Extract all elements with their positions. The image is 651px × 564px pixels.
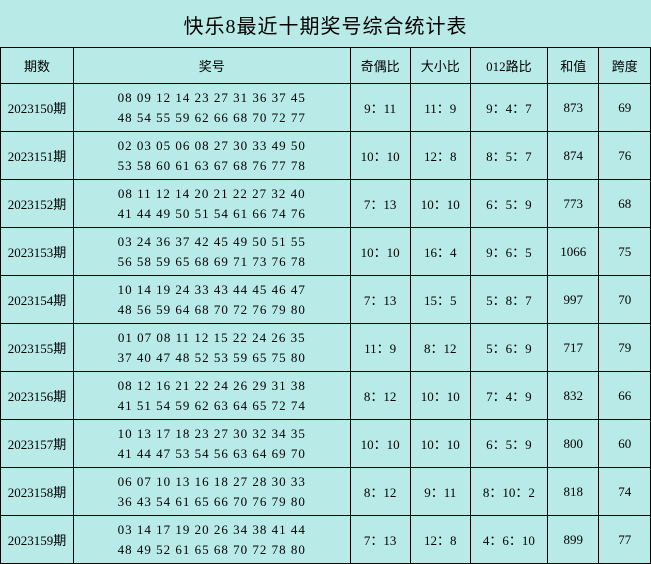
header-sum: 和值 xyxy=(547,48,598,84)
cell-route012: 9：6：5 xyxy=(470,228,547,276)
table-row: 2023156期08 12 16 21 22 24 26 29 31 3841 … xyxy=(1,372,651,420)
cell-odd-even: 9：11 xyxy=(350,84,410,132)
cell-span: 70 xyxy=(599,276,651,324)
cell-route012: 8：5：7 xyxy=(470,132,547,180)
cell-sum: 899 xyxy=(547,516,598,564)
cell-span: 77 xyxy=(599,516,651,564)
cell-numbers: 03 14 17 19 20 26 34 38 41 4448 49 52 61… xyxy=(73,516,350,564)
cell-big-small: 16：4 xyxy=(410,228,470,276)
cell-period: 2023159期 xyxy=(1,516,74,564)
cell-period: 2023153期 xyxy=(1,228,74,276)
cell-route012: 6：5：9 xyxy=(470,180,547,228)
cell-route012: 7：4：9 xyxy=(470,372,547,420)
cell-odd-even: 7：13 xyxy=(350,276,410,324)
cell-period: 2023154期 xyxy=(1,276,74,324)
cell-period: 2023152期 xyxy=(1,180,74,228)
cell-sum: 873 xyxy=(547,84,598,132)
cell-sum: 717 xyxy=(547,324,598,372)
cell-sum: 832 xyxy=(547,372,598,420)
cell-span: 66 xyxy=(599,372,651,420)
cell-odd-even: 7：13 xyxy=(350,516,410,564)
header-odd-even: 奇偶比 xyxy=(350,48,410,84)
cell-big-small: 12：8 xyxy=(410,132,470,180)
cell-numbers: 10 14 19 24 33 43 44 45 46 4748 56 59 64… xyxy=(73,276,350,324)
cell-span: 76 xyxy=(599,132,651,180)
cell-numbers: 03 24 36 37 42 45 49 50 51 5556 58 59 65… xyxy=(73,228,350,276)
cell-numbers: 10 13 17 18 23 27 30 32 34 3541 44 47 53… xyxy=(73,420,350,468)
cell-sum: 800 xyxy=(547,420,598,468)
table-row: 2023158期06 07 10 13 16 18 27 28 30 3336 … xyxy=(1,468,651,516)
cell-numbers: 08 09 12 14 23 27 31 36 37 4548 54 55 59… xyxy=(73,84,350,132)
header-numbers: 奖号 xyxy=(73,48,350,84)
cell-span: 68 xyxy=(599,180,651,228)
header-big-small: 大小比 xyxy=(410,48,470,84)
cell-numbers: 08 12 16 21 22 24 26 29 31 3841 51 54 59… xyxy=(73,372,350,420)
cell-odd-even: 7：13 xyxy=(350,180,410,228)
header-route012: 012路比 xyxy=(470,48,547,84)
cell-period: 2023150期 xyxy=(1,84,74,132)
cell-route012: 4：6：10 xyxy=(470,516,547,564)
header-span: 跨度 xyxy=(599,48,651,84)
cell-odd-even: 10：10 xyxy=(350,228,410,276)
cell-span: 75 xyxy=(599,228,651,276)
table-row: 2023150期08 09 12 14 23 27 31 36 37 4548 … xyxy=(1,84,651,132)
table-row: 2023159期03 14 17 19 20 26 34 38 41 4448 … xyxy=(1,516,651,564)
table-row: 2023154期10 14 19 24 33 43 44 45 46 4748 … xyxy=(1,276,651,324)
header-period: 期数 xyxy=(1,48,74,84)
table-row: 2023151期02 03 05 06 08 27 30 33 49 5053 … xyxy=(1,132,651,180)
header-row: 期数 奖号 奇偶比 大小比 012路比 和值 跨度 xyxy=(1,48,651,84)
cell-big-small: 12：8 xyxy=(410,516,470,564)
cell-odd-even: 10：10 xyxy=(350,132,410,180)
cell-odd-even: 10：10 xyxy=(350,420,410,468)
cell-span: 74 xyxy=(599,468,651,516)
cell-big-small: 10：10 xyxy=(410,180,470,228)
cell-period: 2023157期 xyxy=(1,420,74,468)
table-row: 2023157期10 13 17 18 23 27 30 32 34 3541 … xyxy=(1,420,651,468)
cell-span: 69 xyxy=(599,84,651,132)
cell-sum: 1066 xyxy=(547,228,598,276)
stats-table: 期数 奖号 奇偶比 大小比 012路比 和值 跨度 2023150期08 09 … xyxy=(0,47,651,564)
stats-table-container: 快乐8最近十期奖号综合统计表 期数 奖号 奇偶比 大小比 012路比 和值 跨度… xyxy=(0,0,651,535)
cell-big-small: 8：12 xyxy=(410,324,470,372)
cell-route012: 9：4：7 xyxy=(470,84,547,132)
table-row: 2023152期08 11 12 14 20 21 22 27 32 4041 … xyxy=(1,180,651,228)
cell-period: 2023151期 xyxy=(1,132,74,180)
cell-big-small: 15：5 xyxy=(410,276,470,324)
cell-numbers: 06 07 10 13 16 18 27 28 30 3336 43 54 61… xyxy=(73,468,350,516)
cell-odd-even: 8：12 xyxy=(350,468,410,516)
cell-sum: 874 xyxy=(547,132,598,180)
cell-odd-even: 8：12 xyxy=(350,372,410,420)
cell-big-small: 10：10 xyxy=(410,420,470,468)
cell-span: 60 xyxy=(599,420,651,468)
cell-big-small: 10：10 xyxy=(410,372,470,420)
cell-numbers: 08 11 12 14 20 21 22 27 32 4041 44 49 50… xyxy=(73,180,350,228)
cell-big-small: 11：9 xyxy=(410,84,470,132)
table-row: 2023155期01 07 08 11 12 15 22 24 26 3537 … xyxy=(1,324,651,372)
cell-period: 2023155期 xyxy=(1,324,74,372)
cell-route012: 6：5：9 xyxy=(470,420,547,468)
table-row: 2023153期03 24 36 37 42 45 49 50 51 5556 … xyxy=(1,228,651,276)
table-title: 快乐8最近十期奖号综合统计表 xyxy=(0,0,651,47)
cell-sum: 997 xyxy=(547,276,598,324)
cell-route012: 5：6：9 xyxy=(470,324,547,372)
cell-big-small: 9：11 xyxy=(410,468,470,516)
cell-numbers: 02 03 05 06 08 27 30 33 49 5053 58 60 61… xyxy=(73,132,350,180)
cell-route012: 5：8：7 xyxy=(470,276,547,324)
cell-route012: 8：10：2 xyxy=(470,468,547,516)
cell-period: 2023156期 xyxy=(1,372,74,420)
cell-sum: 773 xyxy=(547,180,598,228)
cell-span: 79 xyxy=(599,324,651,372)
cell-sum: 818 xyxy=(547,468,598,516)
cell-odd-even: 11：9 xyxy=(350,324,410,372)
cell-period: 2023158期 xyxy=(1,468,74,516)
cell-numbers: 01 07 08 11 12 15 22 24 26 3537 40 47 48… xyxy=(73,324,350,372)
